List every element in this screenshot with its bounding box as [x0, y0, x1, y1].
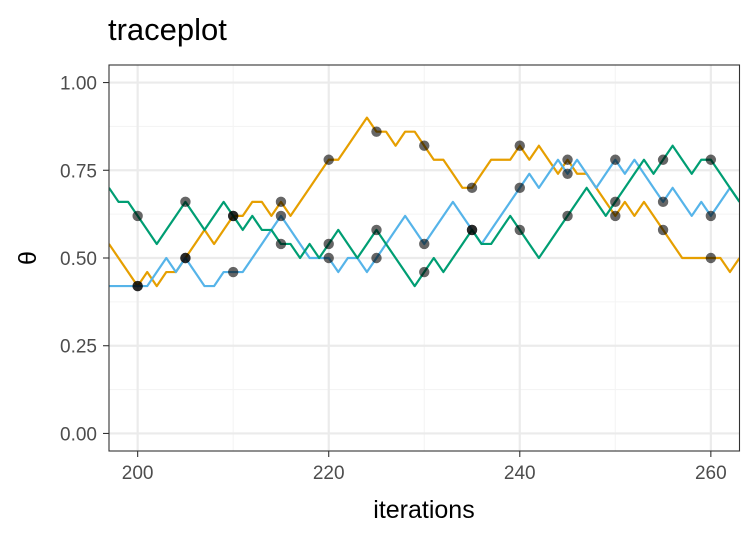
sample-point-chain-1 — [275, 196, 287, 208]
sample-point-chain-1 — [705, 252, 717, 264]
sample-point-chain-2 — [371, 252, 382, 264]
sample-point-chain-3 — [657, 154, 669, 165]
sample-point-chain-1 — [610, 210, 621, 222]
sample-point-chain-3 — [371, 224, 382, 236]
chart-title: traceplot — [108, 12, 227, 47]
sample-point-chain-1 — [466, 182, 478, 194]
sample-point-chain-2 — [657, 196, 669, 208]
y-tick-label: 0.75 — [60, 161, 97, 182]
sample-point-chain-3 — [419, 266, 430, 278]
x-axis: 200 220 240 260 — [122, 451, 727, 484]
sample-point-chain-3 — [227, 210, 239, 222]
x-tick-label: 200 — [122, 463, 154, 484]
sample-point-chain-2 — [180, 252, 191, 264]
sample-points — [132, 126, 717, 292]
sample-point-chain-2 — [419, 238, 430, 250]
sample-point-chain-2 — [323, 252, 334, 264]
sample-point-chain-1 — [323, 154, 334, 165]
sample-point-chain-2 — [132, 280, 143, 292]
x-tick-label: 220 — [313, 463, 345, 484]
sample-point-chain-2 — [514, 182, 525, 194]
sample-point-chain-3 — [705, 154, 717, 165]
sample-point-chain-1 — [371, 126, 382, 137]
sample-point-chain-2 — [227, 266, 239, 278]
grid — [109, 65, 740, 451]
x-axis-title: iterations — [373, 496, 474, 524]
sample-point-chain-3 — [466, 224, 478, 236]
sample-point-chain-3 — [275, 238, 287, 250]
sample-point-chain-2 — [610, 154, 621, 165]
x-tick-label: 240 — [504, 463, 536, 484]
sample-point-chain-2 — [705, 210, 717, 222]
sample-point-chain-2 — [275, 210, 287, 222]
x-tick-label: 260 — [695, 463, 727, 484]
y-axis-title: θ — [14, 251, 42, 265]
y-axis: 0.00 0.25 0.50 0.75 1.00 — [60, 74, 109, 445]
sample-point-chain-1 — [419, 140, 430, 151]
y-tick-label: 0.25 — [60, 337, 97, 358]
sample-point-chain-1 — [562, 154, 573, 165]
sample-point-chain-2 — [562, 168, 573, 179]
y-tick-label: 1.00 — [60, 74, 97, 95]
sample-point-chain-1 — [657, 224, 669, 236]
y-tick-label: 0.00 — [60, 424, 97, 445]
sample-point-chain-3 — [132, 210, 143, 222]
sample-point-chain-3 — [323, 238, 334, 250]
sample-point-chain-3 — [562, 210, 573, 222]
sample-point-chain-3 — [610, 196, 621, 208]
sample-point-chain-3 — [514, 224, 525, 236]
sample-point-chain-1 — [514, 140, 525, 151]
sample-point-chain-3 — [180, 196, 191, 208]
y-tick-label: 0.50 — [60, 249, 97, 270]
